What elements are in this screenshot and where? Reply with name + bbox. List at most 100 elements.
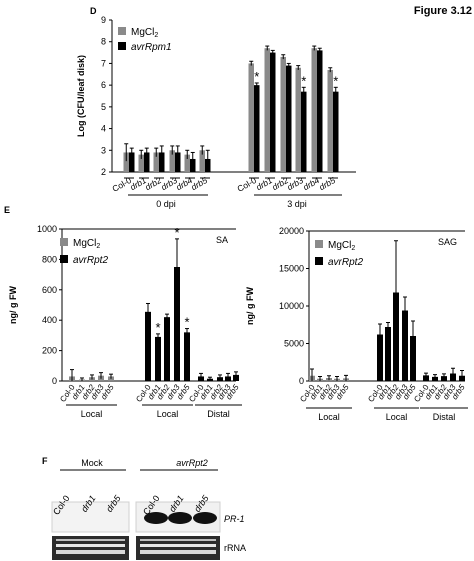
d-legend-swatch-avrrpm1: [118, 42, 126, 50]
d-bar-mgcl2: [327, 69, 333, 172]
e2-y-tick-label: 0: [299, 376, 304, 386]
d-y-tick-label: 4: [101, 124, 106, 134]
d-bar-avrrpm1: [270, 52, 276, 173]
e2-title: SAG: [438, 237, 457, 247]
panel-f-blot: F Mock avrRpt2 PR-1 rRNA Col-0 drb1 drb5 Co…: [42, 456, 246, 560]
e1-group-label: Local: [81, 409, 103, 419]
d-bar-mgcl2: [264, 48, 270, 172]
d-group-label-0dpi: 0 dpi: [156, 199, 176, 209]
d-legend-subscript: 2: [154, 32, 158, 39]
d-bar-avrrpm1: [286, 65, 292, 172]
e2-legend-swatch-mgcl2: [315, 240, 323, 248]
e1-y-tick-label: 800: [42, 254, 57, 264]
figure-label: Figure 3.12: [414, 5, 472, 17]
d-significance-star: *: [301, 73, 306, 88]
e2-bar-avrrpt2: [377, 334, 383, 381]
e1-significance-star: *: [155, 320, 160, 335]
d-bar-mgcl2: [153, 152, 159, 172]
e1-bar-avrrpt2: [174, 267, 180, 381]
d-bar-mgcl2: [138, 154, 144, 172]
e2-bar-avrrpt2: [385, 327, 391, 381]
d-y-tick-label: 8: [101, 37, 106, 47]
d-bar-mgcl2: [184, 154, 190, 172]
blot-row-pr1: PR-1: [224, 514, 245, 524]
d-bar-avrrpm1: [144, 152, 150, 172]
e1-y-tick-label: 1000: [37, 224, 57, 234]
pr1-band-drb5: [193, 512, 217, 524]
blot-pr1-mock-panel: [51, 501, 130, 533]
e2-y-axis-label: ng/ g FW: [245, 287, 255, 325]
d-bar-avrrpm1: [159, 152, 165, 172]
e1-legend-label-avrrpt2: avrRpt2: [73, 255, 108, 266]
blot-row-rrna: rRNA: [224, 543, 246, 553]
blot-header-mock: Mock: [81, 458, 103, 468]
pr1-band-col0: [144, 512, 168, 524]
d-bar-mgcl2: [311, 48, 317, 172]
e1-bar-avrrpt2: [233, 374, 239, 381]
e2-y-tick-label: 10000: [279, 301, 304, 311]
d-y-tick-label: 7: [101, 58, 106, 68]
e1-title: SA: [216, 235, 228, 245]
e1-bar-avrrpt2: [145, 311, 151, 381]
d-bar-mgcl2: [248, 63, 254, 172]
e2-bar-avrrpt2: [441, 376, 447, 381]
e2-legend-swatch-avrrpt2: [315, 257, 323, 265]
d-bar-avrrpm1: [333, 91, 339, 172]
e2-bar-avrrpt2: [402, 310, 408, 381]
e1-y-tick-label: 0: [52, 376, 57, 386]
e2-bar-avrrpt2: [410, 336, 416, 381]
e2-bar-avrrpt2: [423, 375, 429, 381]
d-bar-avrrpm1: [175, 152, 181, 172]
e2-legend-subscript: 2: [351, 245, 355, 252]
d-y-tick-label: 9: [101, 15, 106, 25]
e2-y-tick-label: 20000: [279, 226, 304, 236]
e1-significance-star: *: [184, 315, 189, 330]
d-y-tick-label: 2: [101, 167, 106, 177]
pr1-band-drb1: [168, 512, 192, 524]
d-y-tick-label: 5: [101, 102, 106, 112]
e1-y-tick-label: 400: [42, 315, 57, 325]
e1-bar-avrrpt2: [164, 317, 170, 381]
panel-e-letter: E: [4, 205, 10, 215]
d-legend-swatch-mgcl2: [118, 27, 126, 35]
d-group-label-3dpi: 3 dpi: [287, 199, 307, 209]
d-legend-label-mgcl2: MgCl2: [131, 27, 158, 39]
d-bar-avrrpm1: [129, 152, 135, 172]
e1-legend-swatch-mgcl2: [60, 238, 68, 246]
d-bar-avrrpm1: [301, 91, 307, 172]
e1-legend-label-mgcl2: MgCl2: [73, 238, 100, 250]
e1-y-tick-label: 600: [42, 285, 57, 295]
rrna-bands: [56, 539, 216, 554]
e1-group-label: Distal: [207, 409, 230, 419]
d-bar-mgcl2: [295, 67, 301, 172]
d-significance-star: *: [333, 73, 338, 88]
d-y-tick-label: 6: [101, 80, 106, 90]
e1-legend-swatch-avrrpt2: [60, 255, 68, 263]
e2-y-tick-label: 15000: [279, 264, 304, 274]
e1-legend-subscript: 2: [96, 243, 100, 250]
d-bar-avrrpm1: [317, 50, 323, 172]
e1-group-label: Local: [157, 409, 179, 419]
e2-group-label: Local: [386, 412, 408, 422]
e2-y-tick-label: 5000: [284, 339, 304, 349]
e1-bar-avrrpt2: [184, 332, 190, 381]
e2-legend-label-mgcl2: MgCl2: [328, 240, 355, 252]
d-legend-label-avrrpm1: avrRpm1: [131, 42, 172, 53]
e2-group-label: Distal: [433, 412, 456, 422]
e1-significance-star: *: [174, 225, 179, 240]
d-bar-mgcl2: [169, 150, 175, 172]
e1-y-axis-label: ng/ g FW: [8, 286, 18, 324]
blot-header-avrrpt2: avrRpt2: [176, 458, 208, 468]
d-bar-mgcl2: [280, 56, 286, 172]
panel-f-letter: F: [42, 456, 48, 466]
d-bar-mgcl2: [123, 152, 129, 172]
d-significance-star: *: [254, 69, 259, 84]
panel-d-letter: D: [90, 6, 97, 16]
e1-y-tick-label: 200: [42, 346, 57, 356]
e2-group-label: Local: [318, 412, 340, 422]
d-bar-mgcl2: [199, 150, 205, 172]
